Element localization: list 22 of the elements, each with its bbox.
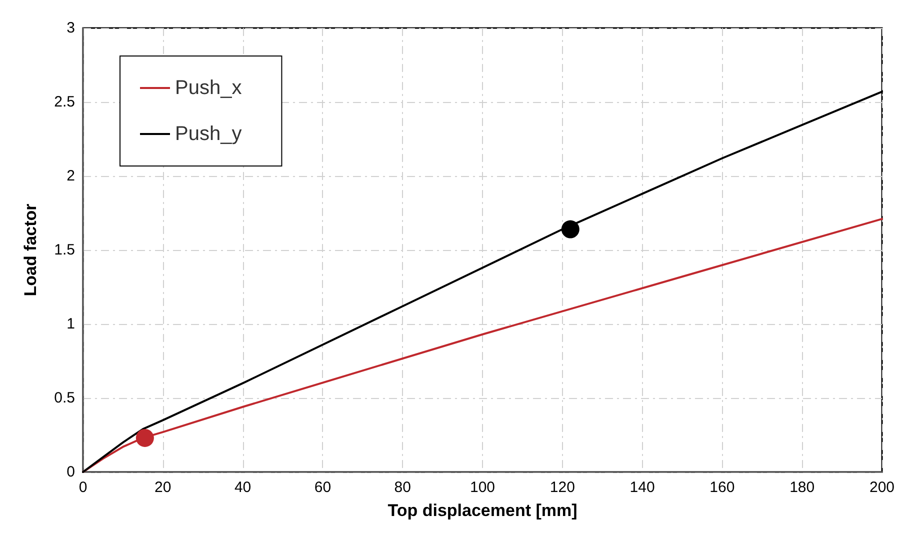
x-tick-label: 80 [394, 479, 411, 496]
x-tick-label: 120 [550, 479, 575, 496]
y-tick-label: 1.5 [54, 242, 75, 258]
y-tick-label: 3 [66, 20, 75, 36]
x-tick-label: 100 [470, 479, 496, 496]
y-tick-label: 0 [66, 464, 75, 480]
x-axis-title: Top displacement [mm] [388, 501, 578, 520]
x-tick-label: 180 [790, 479, 815, 496]
x-tick-label: 140 [630, 479, 655, 496]
x-tick-label: 160 [710, 479, 735, 496]
legend-label: Push_x [175, 77, 242, 99]
y-axis-title: Load factor [21, 203, 40, 296]
x-tick-label: 20 [154, 479, 172, 496]
legend-label: Push_y [175, 123, 242, 145]
y-tick-label: 2.5 [54, 94, 75, 110]
y-tick-label: 2 [66, 168, 75, 184]
x-tick-label: 60 [314, 479, 332, 496]
y-tick-label: 1 [66, 316, 75, 332]
y-tick-label: 0.5 [54, 390, 75, 406]
x-tick-label: 0 [78, 479, 88, 496]
x-tick-label: 200 [869, 479, 895, 496]
x-tick-label: 40 [234, 479, 252, 496]
